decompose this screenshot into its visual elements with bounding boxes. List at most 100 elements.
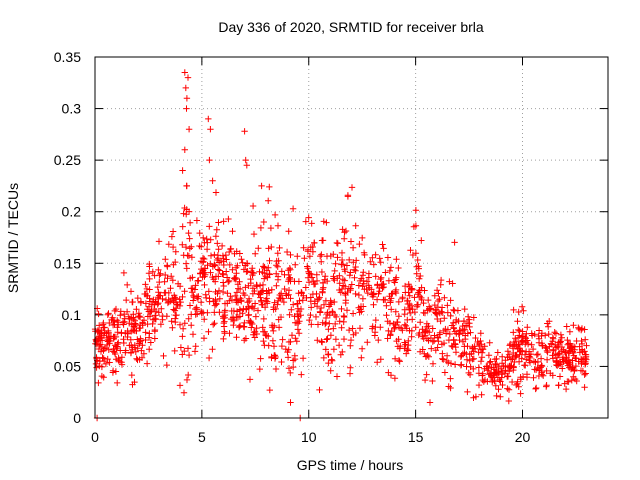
- data-point: [224, 290, 231, 297]
- data-point: [257, 291, 264, 298]
- data-point: [348, 184, 356, 191]
- data-point: [464, 388, 471, 396]
- data-point: [111, 333, 118, 341]
- data-point: [387, 299, 394, 306]
- data-point: [371, 329, 379, 336]
- data-point: [365, 274, 372, 281]
- data-point: [295, 290, 302, 297]
- data-point: [230, 321, 237, 329]
- data-point: [233, 334, 240, 341]
- data-point: [224, 300, 231, 307]
- data-point: [491, 369, 499, 376]
- data-point: [265, 333, 272, 340]
- data-point: [176, 382, 184, 389]
- data-point: [266, 386, 273, 394]
- y-tick-label: 0.05: [54, 358, 81, 374]
- data-point: [561, 348, 569, 356]
- data-point: [497, 393, 504, 400]
- data-point: [578, 340, 586, 348]
- data-point: [448, 342, 455, 350]
- data-point: [504, 348, 512, 355]
- data-point: [431, 301, 438, 309]
- data-point: [176, 283, 184, 290]
- data-point: [146, 330, 153, 337]
- data-point: [228, 307, 235, 315]
- data-point: [179, 351, 186, 358]
- data-point: [255, 245, 262, 252]
- data-point: [231, 274, 239, 281]
- data-point: [273, 270, 280, 277]
- data-point: [220, 261, 227, 269]
- data-point: [294, 253, 301, 260]
- data-point: [369, 293, 377, 300]
- data-point: [316, 294, 323, 301]
- data-point: [126, 315, 133, 323]
- data-point: [275, 324, 283, 331]
- data-point: [477, 330, 484, 337]
- data-point: [118, 354, 126, 361]
- data-point: [226, 248, 233, 256]
- data-point: [449, 343, 456, 350]
- data-point: [551, 329, 558, 336]
- data-point: [427, 334, 435, 342]
- data-point: [359, 272, 367, 279]
- data-point: [523, 374, 531, 381]
- data-point: [497, 378, 504, 385]
- data-point: [373, 296, 381, 303]
- data-point: [431, 292, 438, 299]
- data-point: [492, 382, 499, 389]
- data-point: [446, 278, 453, 285]
- data-point: [272, 365, 280, 373]
- data-point: [437, 281, 444, 288]
- data-point: [581, 371, 588, 378]
- data-point: [216, 267, 223, 274]
- data-point: [519, 328, 526, 335]
- data-point: [274, 276, 282, 283]
- data-point: [285, 346, 292, 353]
- data-point: [171, 294, 179, 301]
- data-point: [272, 353, 279, 361]
- data-point: [206, 295, 213, 302]
- data-point: [582, 336, 589, 343]
- data-point: [510, 349, 517, 357]
- data-point: [492, 360, 499, 368]
- data-point: [151, 335, 158, 342]
- data-point: [160, 352, 167, 360]
- data-point: [370, 301, 377, 308]
- data-point: [260, 337, 267, 345]
- data-point: [106, 359, 113, 366]
- data-point: [549, 334, 556, 341]
- data-point: [213, 301, 220, 308]
- data-point: [180, 389, 188, 396]
- data-point: [217, 257, 225, 265]
- tick-labels: 0 0.05 0.1 0.15 0.2 0.25 0.3 0.35 0 5 10 15 20: [54, 49, 531, 445]
- data-point: [414, 301, 422, 308]
- data-point: [185, 371, 192, 379]
- data-point: [179, 167, 186, 174]
- data-point: [112, 368, 120, 375]
- data-point: [111, 349, 118, 356]
- data-point: [284, 354, 292, 361]
- data-point: [351, 266, 358, 273]
- data-point: [273, 257, 280, 265]
- data-point: [395, 313, 402, 320]
- data-point: [403, 297, 411, 305]
- data-point: [466, 320, 473, 327]
- data-point: [274, 222, 282, 229]
- data-point: [105, 310, 112, 317]
- data-point: [165, 241, 172, 248]
- data-point: [100, 324, 107, 331]
- data-point: [220, 335, 227, 343]
- data-point: [181, 320, 188, 327]
- data-point: [528, 341, 535, 348]
- data-point: [134, 345, 141, 352]
- data-point: [438, 308, 445, 315]
- data-point: [538, 371, 546, 378]
- data-point: [369, 325, 376, 332]
- data-point: [529, 345, 537, 353]
- data-point: [395, 357, 403, 364]
- data-point: [318, 258, 325, 265]
- data-point: [110, 335, 117, 342]
- data-point: [146, 263, 153, 270]
